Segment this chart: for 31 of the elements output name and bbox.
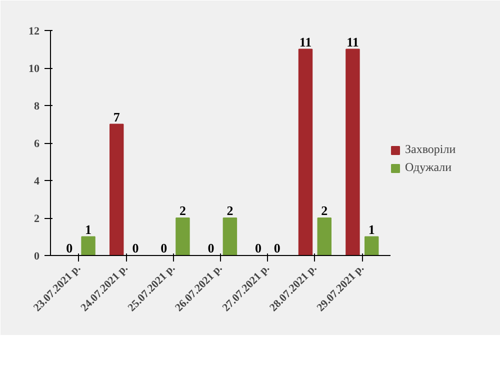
data-label: 0: [160, 240, 168, 256]
y-tick-label: 6: [34, 138, 40, 150]
y-tick-label: 4: [34, 176, 40, 188]
data-label: 2: [179, 203, 186, 218]
legend-label: Одужали: [405, 160, 452, 175]
legend-label: Захворіли: [405, 142, 456, 157]
bar: [346, 48, 360, 256]
data-label: 2: [226, 203, 234, 218]
data-label: 7: [113, 109, 120, 124]
data-label: 0: [208, 240, 214, 256]
y-tick-label: 0: [34, 250, 40, 262]
y-tick-label: 2: [34, 213, 40, 225]
bar: [176, 218, 190, 256]
data-label: 0: [274, 240, 280, 256]
data-label: 0: [132, 240, 139, 256]
bar: [364, 236, 379, 256]
data-label: 11: [346, 34, 359, 50]
y-tick-label: 12: [28, 26, 40, 38]
y-tick-label: 8: [34, 100, 40, 112]
bar: [317, 218, 332, 256]
data-label: 11: [299, 34, 312, 50]
data-label: 0: [255, 240, 262, 256]
bar: [298, 48, 313, 256]
data-label: 1: [368, 222, 375, 237]
data-label: 1: [85, 222, 92, 237]
bar: [222, 218, 238, 256]
y-tick-label: 10: [28, 63, 40, 75]
data-label: 0: [66, 240, 73, 256]
bar: [81, 236, 96, 256]
data-label: 2: [321, 203, 328, 218]
bar: [110, 124, 124, 256]
